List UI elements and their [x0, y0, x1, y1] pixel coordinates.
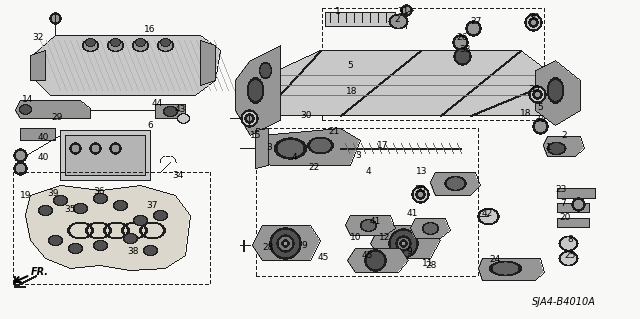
- Text: 8: 8: [567, 235, 573, 244]
- Text: 11: 11: [422, 259, 434, 269]
- Text: 5: 5: [347, 62, 353, 70]
- Text: 1: 1: [546, 144, 552, 152]
- Text: 40: 40: [37, 133, 49, 143]
- Text: 24: 24: [490, 256, 500, 264]
- Text: 34: 34: [172, 172, 184, 181]
- Text: 29: 29: [51, 114, 63, 122]
- Text: 30: 30: [300, 112, 312, 121]
- Text: 19: 19: [20, 191, 32, 201]
- Text: 35: 35: [64, 205, 76, 214]
- Text: 43: 43: [174, 106, 186, 115]
- Text: 39: 39: [47, 189, 59, 198]
- Text: 3: 3: [355, 151, 361, 160]
- Text: 25: 25: [564, 251, 576, 261]
- Text: 15: 15: [250, 130, 262, 139]
- Text: 10: 10: [350, 234, 362, 242]
- Text: 20: 20: [559, 213, 571, 222]
- Text: 17: 17: [377, 142, 388, 151]
- Text: 41: 41: [406, 210, 418, 219]
- Text: 32: 32: [32, 33, 44, 42]
- Text: FR.: FR.: [31, 267, 49, 277]
- Text: 45: 45: [362, 251, 372, 261]
- Text: 30: 30: [414, 186, 426, 195]
- Text: 18: 18: [346, 87, 358, 97]
- Text: 27: 27: [470, 18, 482, 26]
- Text: 30: 30: [528, 13, 540, 23]
- Text: 45: 45: [317, 254, 329, 263]
- Text: 12: 12: [380, 234, 390, 242]
- Text: 44: 44: [152, 99, 163, 108]
- Text: 2: 2: [561, 131, 567, 140]
- Text: 30: 30: [528, 85, 540, 94]
- Text: 22: 22: [308, 164, 319, 173]
- Text: 21: 21: [328, 128, 340, 137]
- Text: 33: 33: [460, 46, 471, 55]
- Text: 26: 26: [456, 33, 468, 42]
- Text: 2: 2: [394, 16, 400, 25]
- Text: 7: 7: [560, 199, 566, 209]
- Text: 28: 28: [262, 243, 274, 253]
- Text: 28: 28: [426, 262, 436, 271]
- Text: SJA4-B4010A: SJA4-B4010A: [532, 297, 596, 307]
- Text: 16: 16: [144, 26, 156, 34]
- Text: 36: 36: [93, 188, 105, 197]
- Text: 6: 6: [147, 122, 153, 130]
- Text: 31: 31: [397, 8, 409, 17]
- Text: 4: 4: [365, 167, 371, 176]
- Text: 40: 40: [37, 153, 49, 162]
- Text: 41: 41: [369, 218, 381, 226]
- Text: 37: 37: [147, 202, 157, 211]
- Text: 5: 5: [537, 103, 543, 113]
- Text: 3: 3: [266, 144, 272, 152]
- Text: 9: 9: [301, 241, 307, 250]
- Text: 31: 31: [534, 115, 546, 124]
- Text: 38: 38: [127, 248, 139, 256]
- Text: 23: 23: [556, 186, 566, 195]
- Text: 42: 42: [481, 210, 493, 219]
- Text: 9: 9: [406, 248, 412, 256]
- Text: 18: 18: [520, 109, 532, 118]
- Text: 1: 1: [335, 8, 341, 17]
- Text: 4: 4: [291, 153, 297, 162]
- Text: 13: 13: [416, 167, 428, 176]
- Text: 14: 14: [22, 95, 34, 105]
